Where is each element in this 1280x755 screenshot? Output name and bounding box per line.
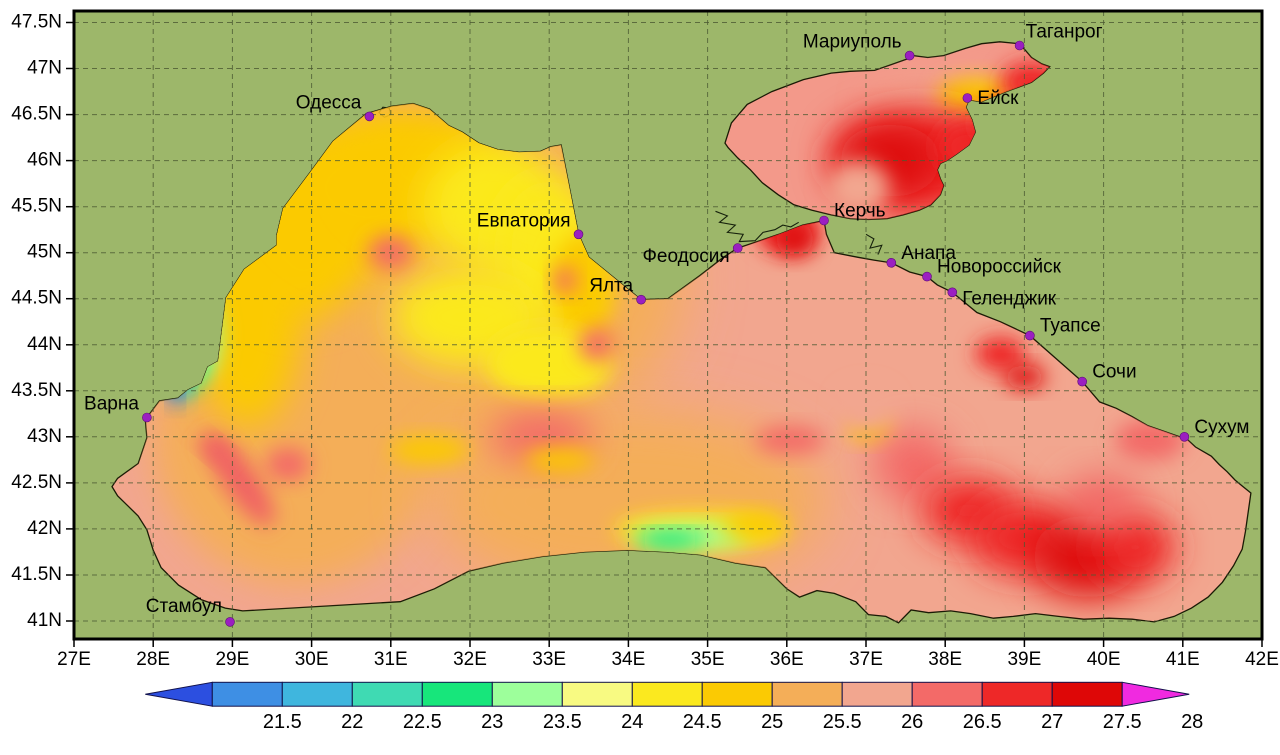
svg-text:47.5N: 47.5N (11, 12, 62, 33)
svg-text:22.5: 22.5 (403, 711, 442, 733)
svg-text:38E: 38E (928, 649, 962, 670)
svg-text:26: 26 (901, 711, 923, 733)
svg-text:43.5N: 43.5N (11, 380, 62, 401)
svg-text:41.5N: 41.5N (11, 564, 62, 585)
svg-text:40E: 40E (1087, 649, 1121, 670)
svg-text:27E: 27E (57, 649, 91, 670)
svg-text:41E: 41E (1166, 649, 1200, 670)
svg-text:28E: 28E (136, 649, 170, 670)
svg-text:44.5N: 44.5N (11, 288, 62, 309)
svg-text:Туапсе: Туапсе (1040, 316, 1101, 337)
svg-text:Мариуполь: Мариуполь (803, 32, 902, 53)
svg-text:25.5: 25.5 (823, 711, 862, 733)
svg-text:47N: 47N (27, 58, 62, 79)
svg-text:34E: 34E (611, 649, 645, 670)
svg-text:Новороссийск: Новороссийск (937, 257, 1062, 278)
svg-text:44N: 44N (27, 334, 62, 355)
svg-text:27.5: 27.5 (1103, 711, 1142, 733)
svg-text:26.5: 26.5 (963, 711, 1002, 733)
svg-text:Сочи: Сочи (1092, 362, 1136, 383)
svg-text:27: 27 (1041, 711, 1063, 733)
svg-text:Варна: Варна (84, 394, 139, 415)
svg-text:43N: 43N (27, 426, 62, 447)
svg-text:Геленджик: Геленджик (962, 288, 1057, 309)
svg-text:36E: 36E (770, 649, 804, 670)
svg-text:22: 22 (341, 711, 363, 733)
svg-text:35E: 35E (691, 649, 725, 670)
svg-text:32E: 32E (453, 649, 487, 670)
svg-text:Стамбул: Стамбул (146, 596, 222, 617)
svg-text:24: 24 (621, 711, 643, 733)
svg-text:30E: 30E (295, 649, 329, 670)
svg-text:23: 23 (481, 711, 503, 733)
svg-text:Ялта: Ялта (589, 276, 633, 297)
svg-text:46.5N: 46.5N (11, 104, 62, 125)
svg-text:37E: 37E (849, 649, 883, 670)
svg-text:Евпатория: Евпатория (477, 210, 571, 231)
svg-text:42E: 42E (1245, 649, 1279, 670)
svg-text:41N: 41N (27, 610, 62, 631)
svg-text:29E: 29E (215, 649, 249, 670)
svg-text:42.5N: 42.5N (11, 472, 62, 493)
svg-text:Керчь: Керчь (834, 201, 886, 222)
svg-text:31E: 31E (374, 649, 408, 670)
svg-text:42N: 42N (27, 518, 62, 539)
svg-text:Таганрог: Таганрог (1026, 22, 1103, 43)
svg-text:21.5: 21.5 (263, 711, 302, 733)
svg-text:33E: 33E (532, 649, 566, 670)
svg-text:25: 25 (761, 711, 783, 733)
svg-text:45N: 45N (27, 242, 62, 263)
svg-text:24.5: 24.5 (683, 711, 722, 733)
svg-text:39E: 39E (1007, 649, 1041, 670)
svg-text:Феодосия: Феодосия (642, 246, 729, 267)
svg-text:Ейск: Ейск (977, 88, 1019, 109)
svg-text:Одесса: Одесса (296, 92, 362, 113)
svg-text:Сухум: Сухум (1194, 417, 1249, 438)
svg-text:45.5N: 45.5N (11, 196, 62, 217)
svg-text:46N: 46N (27, 150, 62, 171)
svg-text:28: 28 (1181, 711, 1203, 733)
svg-text:23.5: 23.5 (543, 711, 582, 733)
